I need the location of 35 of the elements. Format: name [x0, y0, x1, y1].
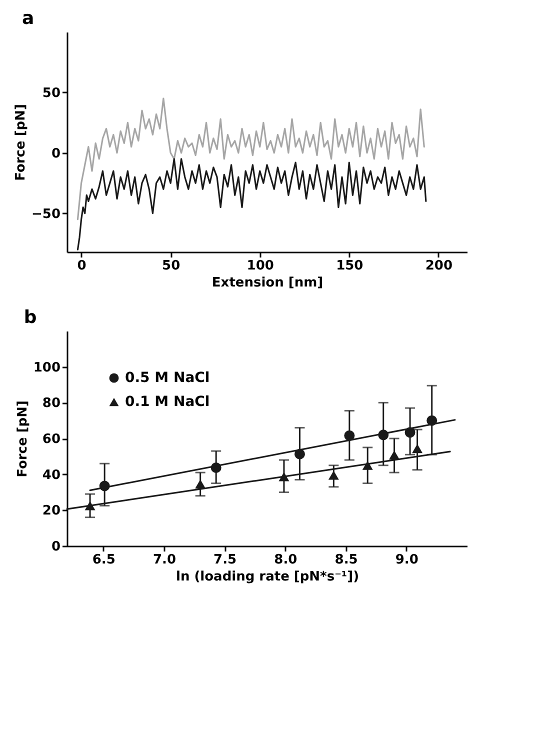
legend-label: 0.1 M NaCl: [125, 394, 210, 410]
y-tick-label: −50: [32, 206, 60, 222]
legend-label: 0.5 M NaCl: [125, 370, 210, 386]
point: [389, 450, 400, 460]
x-tick-label: 100: [246, 258, 274, 274]
y-tick-label: 20: [42, 504, 60, 519]
y-tick-label: 60: [42, 432, 60, 447]
y-axis-title: Force [pN]: [14, 104, 29, 181]
y-tick-label: 0: [51, 146, 60, 162]
y-axis-title: Force [pN]: [15, 400, 30, 478]
point: [412, 444, 423, 454]
x-tick-label: 8.5: [334, 552, 358, 568]
chart-title: a: [22, 8, 34, 29]
point: [328, 470, 339, 480]
chart-title: b: [24, 307, 37, 328]
x-tick-label: 7.5: [214, 552, 237, 568]
x-tick-label: 6.5: [92, 552, 116, 568]
y-tick-label: 0: [51, 540, 60, 554]
x-tick-label: 7.0: [152, 552, 176, 568]
point: [344, 430, 355, 441]
x-axis-title: ln (loading rate [pN*s⁻¹]): [176, 570, 360, 584]
y-tick-label: 80: [42, 396, 60, 412]
line-series: [76, 158, 427, 250]
y-tick-label: 40: [42, 468, 60, 483]
x-axis-title: Extension [nm]: [212, 276, 324, 290]
x-tick-label: 0: [77, 258, 86, 274]
x-tick-label: 8.0: [274, 552, 298, 568]
x-tick-label: 9.0: [395, 552, 418, 568]
x-tick-label: 150: [336, 258, 364, 274]
x-tick-label: 200: [425, 258, 452, 274]
y-tick-label: 100: [33, 360, 60, 376]
line-series: [76, 98, 425, 220]
x-tick-label: 50: [162, 258, 180, 274]
y-tick-label: 50: [42, 86, 60, 101]
point: [195, 479, 206, 489]
